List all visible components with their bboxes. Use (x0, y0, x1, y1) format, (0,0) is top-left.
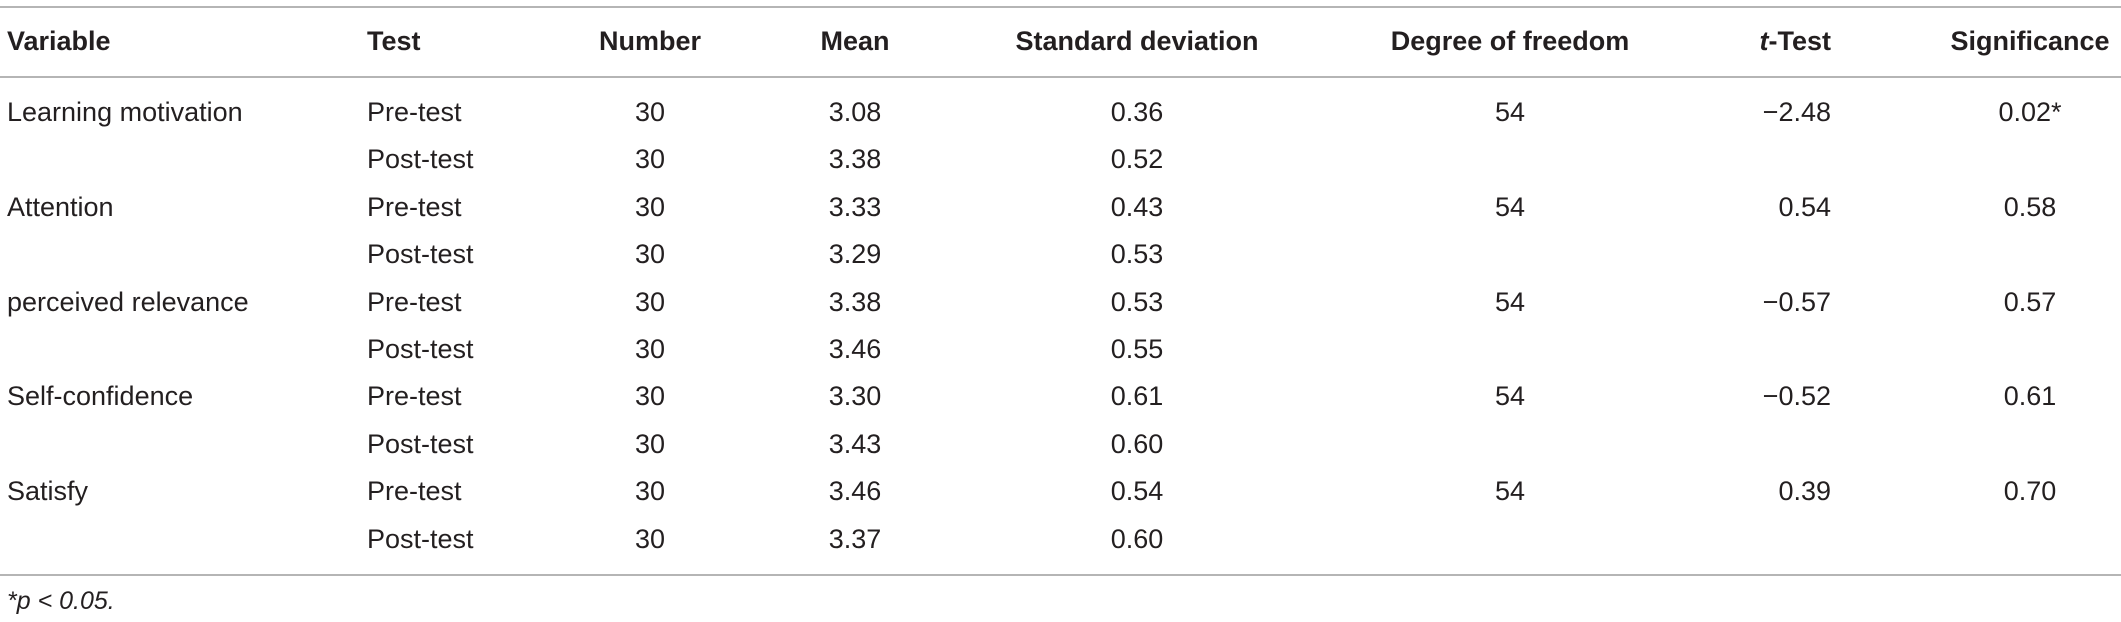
number-cell: 30 (634, 476, 666, 507)
number-cell: 30 (634, 97, 666, 127)
test-cell: Pre-test (367, 286, 462, 317)
mean-cell: 3.37 (828, 523, 882, 554)
header-rule (0, 76, 2121, 78)
column-header: t-Test (1759, 26, 1831, 56)
mean-cell: 3.33 (828, 191, 882, 222)
variable-cell: Self-confidence (7, 381, 194, 412)
significance-cell: 0.61 (2003, 381, 2057, 412)
test-cell: Pre-test (367, 476, 462, 507)
df-cell: 54 (1494, 381, 1526, 412)
significance-cell: 0.02* (1998, 97, 2062, 127)
sd-cell: 0.60 (1110, 428, 1164, 459)
variable-cell: Learning motivation (7, 97, 243, 127)
column-header: Test (367, 26, 421, 56)
sd-cell: 0.60 (1110, 523, 1164, 554)
mean-cell: 3.43 (828, 428, 882, 459)
mean-cell: 3.08 (828, 97, 882, 127)
significance-cell: 0.70 (2003, 476, 2057, 507)
variable-cell: perceived relevance (7, 286, 249, 317)
significance-cell: 0.57 (2003, 286, 2057, 317)
test-cell: Post-test (367, 334, 474, 364)
df-cell: 54 (1494, 286, 1526, 317)
column-header: Variable (7, 26, 111, 56)
column-header: Mean (820, 26, 890, 56)
column-header: Standard deviation (1015, 26, 1259, 56)
df-cell: 54 (1494, 191, 1526, 222)
number-cell: 30 (634, 381, 666, 412)
mean-cell: 3.38 (828, 286, 882, 317)
sd-cell: 0.61 (1110, 381, 1164, 412)
test-cell: Pre-test (367, 97, 462, 127)
t-cell: −2.48 (1762, 97, 1831, 127)
sd-cell: 0.43 (1110, 191, 1164, 222)
df-cell: 54 (1494, 97, 1526, 127)
sd-cell: 0.36 (1110, 97, 1164, 127)
variable-cell: Attention (7, 191, 114, 222)
df-cell: 54 (1494, 476, 1526, 507)
number-cell: 30 (634, 334, 666, 364)
top-rule (0, 6, 2121, 8)
mean-cell: 3.38 (828, 144, 882, 175)
t-cell: 0.54 (1778, 191, 1831, 222)
mean-cell: 3.46 (828, 476, 882, 507)
number-cell: 30 (634, 191, 666, 222)
sd-cell: 0.55 (1110, 334, 1164, 364)
sd-cell: 0.52 (1110, 144, 1164, 175)
column-header: Degree of freedom (1390, 26, 1630, 56)
t-cell: −0.57 (1762, 286, 1831, 317)
significance-cell: 0.58 (2003, 191, 2057, 222)
test-cell: Post-test (367, 428, 474, 459)
column-header: Number (598, 26, 702, 56)
number-cell: 30 (634, 523, 666, 554)
sd-cell: 0.53 (1110, 286, 1164, 317)
test-cell: Pre-test (367, 191, 462, 222)
variable-cell: Satisfy (7, 476, 89, 507)
mean-cell: 3.30 (828, 381, 882, 412)
test-cell: Post-test (367, 239, 474, 270)
sd-cell: 0.53 (1110, 239, 1164, 270)
number-cell: 30 (634, 428, 666, 459)
t-cell: 0.39 (1778, 476, 1831, 507)
test-cell: Post-test (367, 523, 474, 554)
mean-cell: 3.46 (828, 334, 882, 364)
number-cell: 30 (634, 239, 666, 270)
number-cell: 30 (634, 286, 666, 317)
test-cell: Pre-test (367, 381, 462, 412)
sd-cell: 0.54 (1110, 476, 1164, 507)
number-cell: 30 (634, 144, 666, 175)
mean-cell: 3.29 (828, 239, 882, 270)
column-header: Significance (1950, 26, 2110, 56)
footnote: *p < 0.05. (7, 587, 115, 615)
bottom-rule (0, 574, 2121, 576)
t-cell: −0.52 (1762, 381, 1831, 412)
test-cell: Post-test (367, 144, 474, 175)
